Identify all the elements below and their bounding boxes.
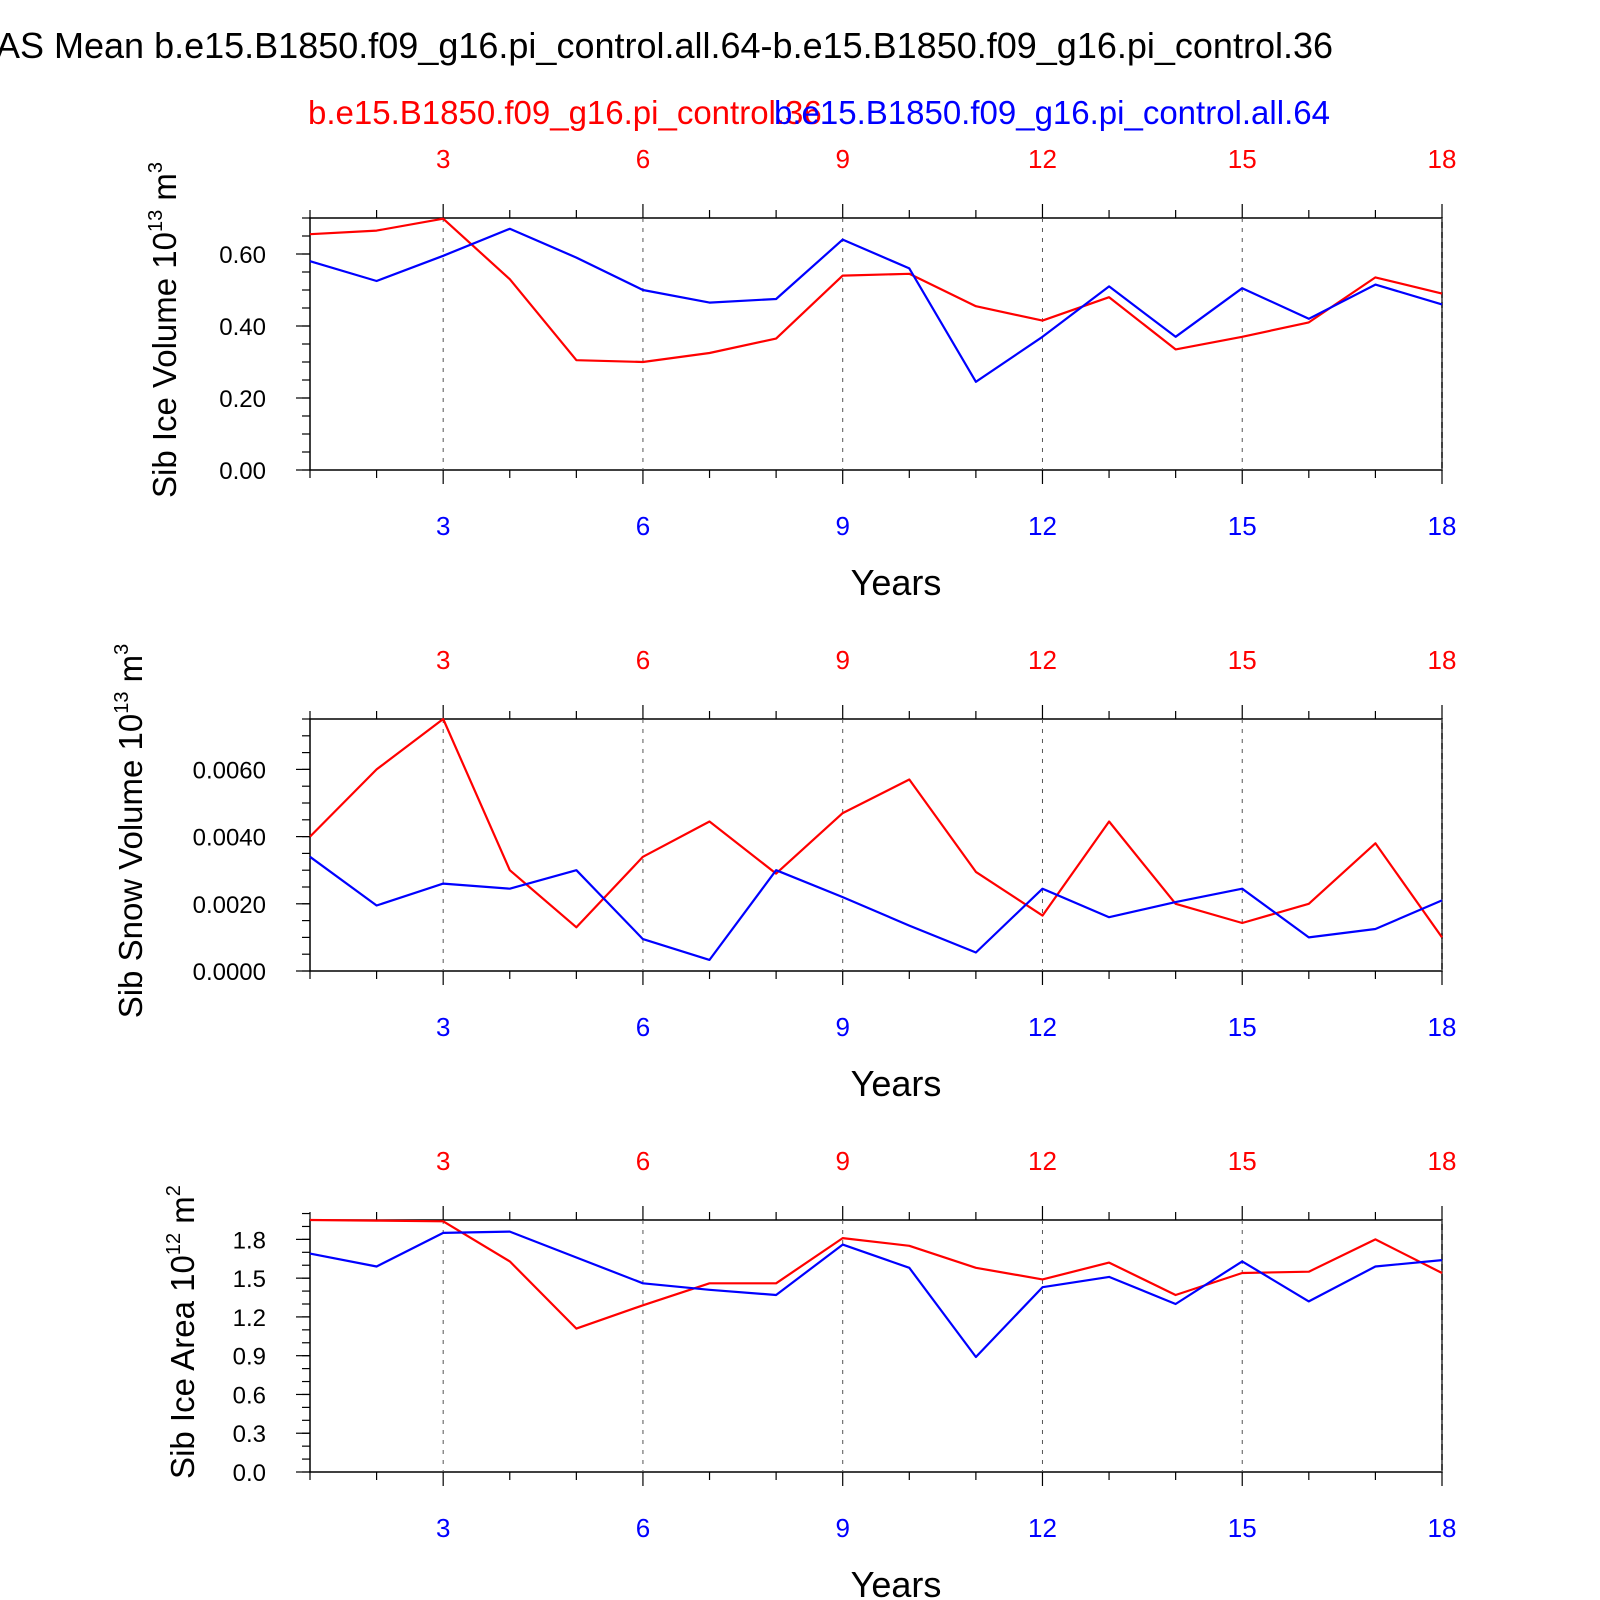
y-tick-label: 0.0040: [193, 825, 266, 852]
x-tick-label-top: 12: [1028, 1146, 1057, 1176]
x-tick-label-bottom: 12: [1028, 1513, 1057, 1543]
y-tick-label: 0.60: [219, 242, 266, 269]
x-tick-label-top: 15: [1228, 645, 1257, 675]
figure-title: AS Mean b.e15.B1850.f09_g16.pi_control.a…: [0, 25, 1333, 66]
y-tick-label: 0.6: [233, 1382, 266, 1409]
y-tick-label: 1.5: [233, 1266, 266, 1293]
x-tick-label-bottom: 9: [835, 1012, 849, 1042]
panels: 3 3 6 6 9 9 12 12 15 15 18 18 0.00 0.20 0.40 0.60 Years S…: [111, 144, 1456, 1600]
x-tick-label-top: 15: [1228, 1146, 1257, 1176]
x-tick-label-top: 6: [636, 1146, 650, 1176]
plot-frame: [309, 718, 1443, 972]
panel-2: 3 3 6 6 9 9 12 12 15 15 18 18 0.0000 0.0020 0.0040 0.00…: [111, 644, 1456, 1104]
y-tick-label: 0.00: [219, 458, 266, 485]
series-line-blue: [309, 855, 1443, 962]
x-tick-label-bottom: 15: [1228, 1513, 1257, 1543]
y-axis-label: Sib Snow Volume 1013 m3: [111, 644, 149, 1019]
y-axis-label: Sib Ice Area 1012 m2: [163, 1185, 201, 1479]
x-tick-label-bottom: 3: [436, 511, 450, 541]
x-tick-label-top: 3: [436, 645, 450, 675]
x-axis-label: Years: [851, 562, 942, 603]
y-tick-label: 0.0: [233, 1460, 266, 1487]
series-line-red: [309, 217, 1443, 364]
x-tick-label-top: 18: [1428, 645, 1457, 675]
y-tick-label: 1.2: [233, 1305, 266, 1332]
y-tick-label: 0.0020: [193, 892, 266, 919]
series-line-blue: [309, 1230, 1443, 1359]
x-tick-label-top: 18: [1428, 144, 1457, 174]
x-tick-label-top: 15: [1228, 144, 1257, 174]
x-tick-label-bottom: 18: [1428, 511, 1457, 541]
x-tick-label-top: 9: [835, 645, 849, 675]
y-tick-label: 0.3: [233, 1421, 266, 1448]
x-tick-label-top: 12: [1028, 645, 1057, 675]
panel-3: 3 3 6 6 9 9 12 12 15 15 18 18 0.0 0.3 0.6 0.9 1.2 1.5 1.8 Y…: [163, 1146, 1456, 1600]
x-tick-label-bottom: 6: [636, 1012, 650, 1042]
series-line-blue: [309, 227, 1443, 383]
y-tick-label: 0.20: [219, 386, 266, 413]
x-tick-label-top: 9: [835, 1146, 849, 1176]
y-tick-label: 0.40: [219, 314, 266, 341]
series-line-red: [309, 1218, 1443, 1330]
series-line-red: [309, 717, 1443, 939]
x-tick-label-top: 3: [436, 1146, 450, 1176]
x-tick-label-bottom: 15: [1228, 1012, 1257, 1042]
x-tick-label-bottom: 3: [436, 1513, 450, 1543]
x-tick-label-bottom: 6: [636, 511, 650, 541]
x-tick-label-top: 18: [1428, 1146, 1457, 1176]
plot-frame: [309, 1219, 1443, 1473]
x-tick-label-bottom: 9: [835, 511, 849, 541]
y-tick-label: 0.0000: [193, 959, 266, 986]
x-tick-label-bottom: 18: [1428, 1513, 1457, 1543]
x-tick-label-bottom: 3: [436, 1012, 450, 1042]
x-tick-label-top: 9: [835, 144, 849, 174]
y-tick-label: 0.9: [233, 1344, 266, 1371]
plot-frame: [309, 217, 1443, 471]
x-tick-label-top: 6: [636, 144, 650, 174]
subtitle-left: b.e15.B1850.f09_g16.pi_control.36: [308, 94, 822, 131]
x-tick-label-top: 6: [636, 645, 650, 675]
x-tick-label-bottom: 18: [1428, 1012, 1457, 1042]
x-axis-label: Years: [851, 1063, 942, 1104]
subtitle-right: b.e15.B1850.f09_g16.pi_control.all.64: [774, 94, 1330, 131]
x-tick-label-bottom: 9: [835, 1513, 849, 1543]
x-tick-label-bottom: 15: [1228, 511, 1257, 541]
y-tick-label: 1.8: [233, 1227, 266, 1254]
y-tick-label: 0.0060: [193, 757, 266, 784]
x-axis-label: Years: [851, 1564, 942, 1600]
x-tick-label-bottom: 6: [636, 1513, 650, 1543]
x-tick-label-bottom: 12: [1028, 511, 1057, 541]
x-tick-label-top: 3: [436, 144, 450, 174]
y-axis-label: Sib Ice Volume 1013 m3: [145, 162, 183, 498]
panel-1: 3 3 6 6 9 9 12 12 15 15 18 18 0.00 0.20 0.40 0.60 Years S…: [145, 144, 1456, 603]
x-tick-label-bottom: 12: [1028, 1012, 1057, 1042]
x-tick-label-top: 12: [1028, 144, 1057, 174]
